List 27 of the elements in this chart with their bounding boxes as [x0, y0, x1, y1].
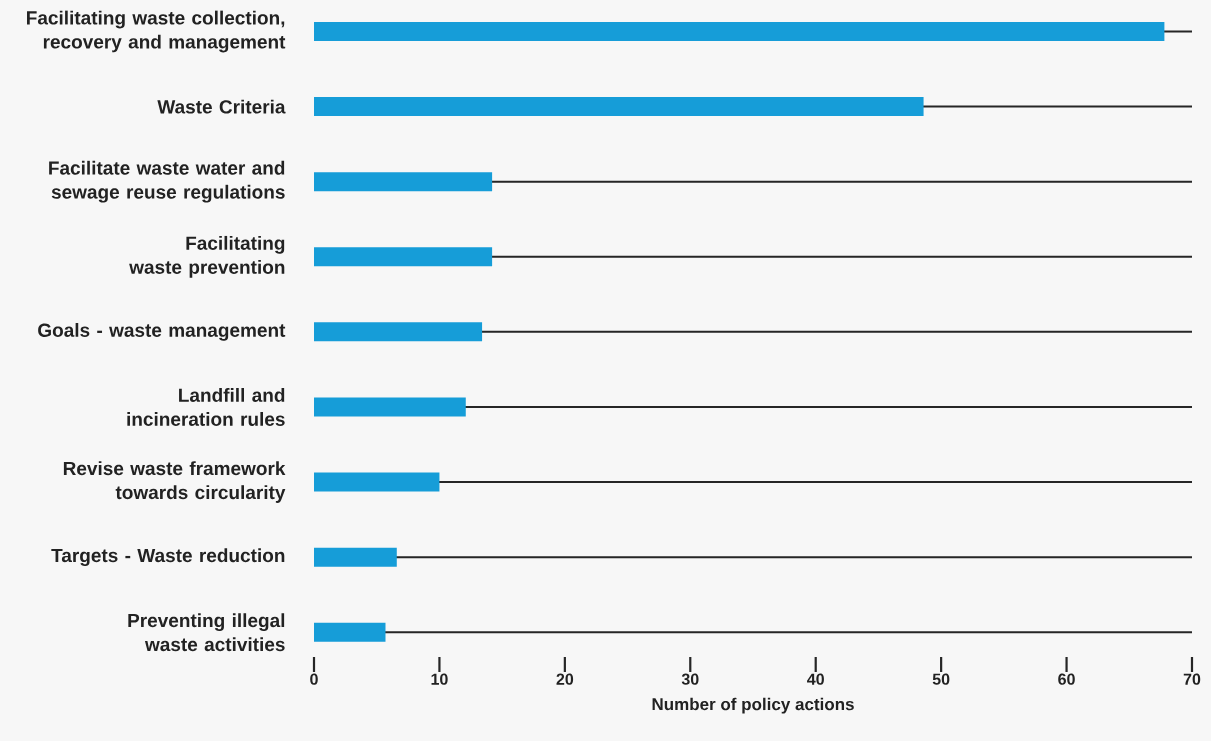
x-tick-label: 40	[807, 673, 824, 685]
x-tick-label: 10	[431, 673, 448, 685]
x-tick-label: 50	[932, 673, 950, 685]
bar	[314, 397, 466, 417]
x-tick-label: 60	[1058, 673, 1075, 685]
bar	[314, 97, 924, 117]
bar	[314, 172, 493, 192]
y-tick-label: Preventing illegal waste activities	[128, 613, 285, 652]
bar	[314, 22, 1165, 42]
y-tick-label: Landfill and incineration rules	[127, 387, 285, 426]
y-tick-label: Goals - waste management	[38, 322, 286, 341]
x-axis-title: Number of policy actions	[652, 697, 854, 714]
x-tick-label: 0	[310, 673, 318, 685]
y-tick-label: Facilitating waste prevention	[129, 235, 285, 278]
bar	[314, 247, 493, 267]
y-tick-label: Waste Criteria	[157, 99, 286, 114]
y-tick-label: Facilitating waste collection, recovery and management	[27, 10, 286, 53]
bar	[314, 472, 440, 492]
y-tick-label: Facilitate waste water and sewage reuse regulations	[49, 160, 285, 203]
x-tick-label: 20	[556, 673, 574, 685]
bar	[314, 547, 397, 567]
y-tick-label: Targets - Waste reduction	[51, 548, 285, 567]
x-tick-label: 70	[1183, 673, 1201, 685]
y-tick-label: Revise waste framework towards circularity	[63, 461, 286, 503]
bar	[314, 622, 386, 642]
bar	[314, 322, 483, 342]
x-tick-label: 30	[681, 673, 699, 685]
